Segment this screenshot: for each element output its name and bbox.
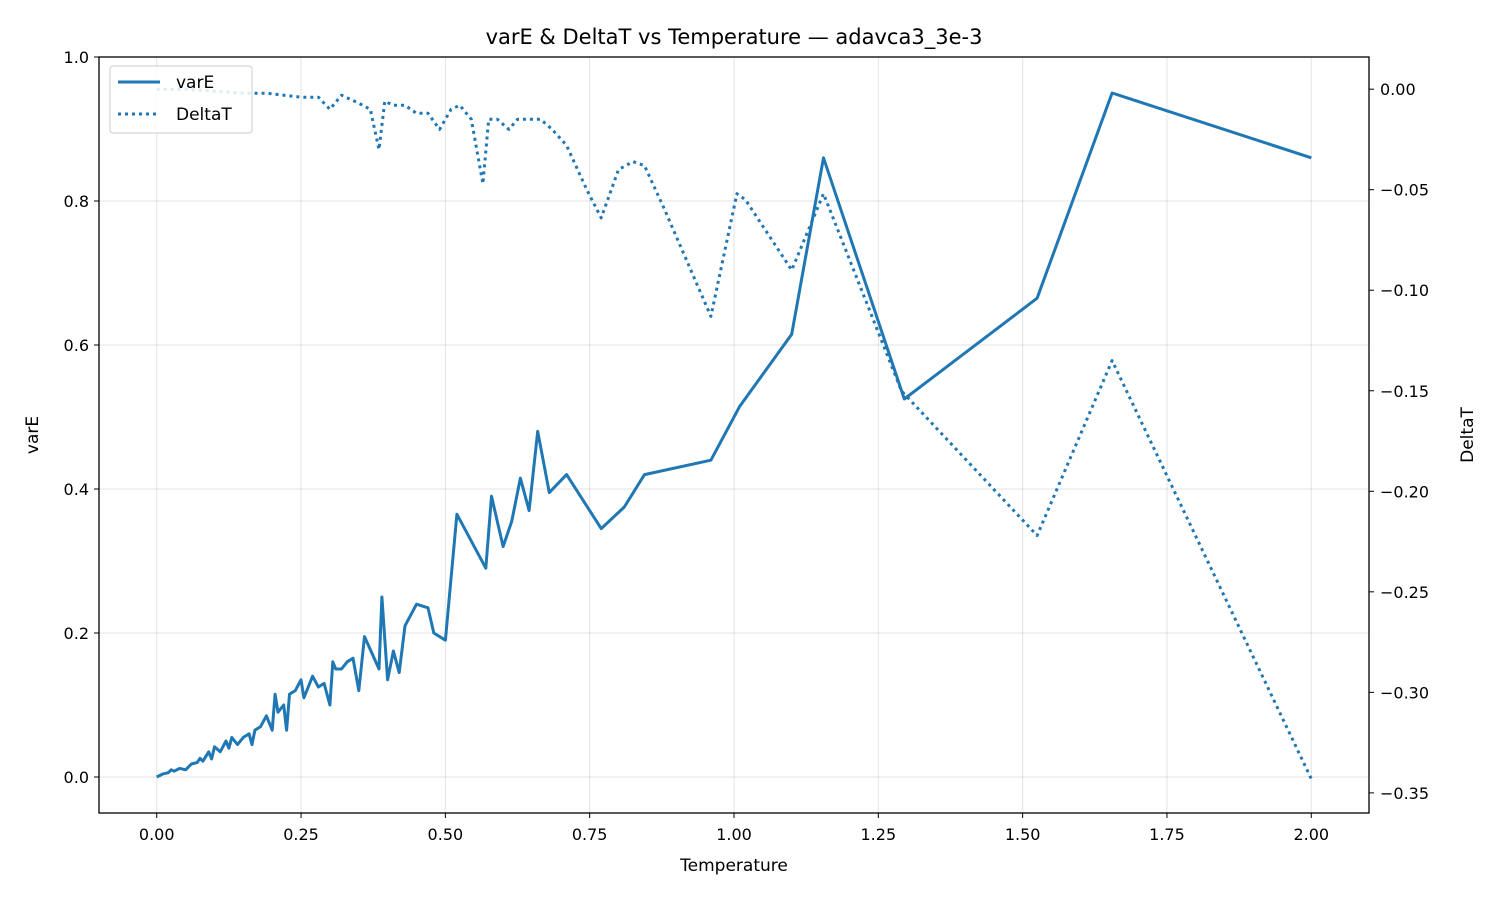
- x-tick-label: 0.50: [428, 825, 464, 844]
- x-axis-label: Temperature: [679, 856, 788, 876]
- x-tick-label: 1.00: [716, 825, 752, 844]
- y-right-tick-label: −0.05: [1380, 181, 1429, 200]
- y-tick-label: 0.4: [64, 480, 89, 499]
- legend-label-deltat: DeltaT: [176, 105, 232, 125]
- x-axis: 0.00 0.25 0.50 0.75 1.00 1.25 1.50 1.75 2.00: [139, 813, 1329, 844]
- legend-label-vare: varE: [176, 73, 214, 93]
- y-right-tick-label: −0.10: [1380, 281, 1429, 300]
- y-right-tick-label: 0.00: [1380, 80, 1416, 99]
- series-line-vare: [156, 91, 1312, 779]
- x-tick-label: 0.25: [283, 825, 319, 844]
- x-tick-label: 0.75: [572, 825, 608, 844]
- x-tick-label: 0.00: [139, 825, 175, 844]
- y-tick-label: 0.2: [64, 624, 89, 643]
- y-axis-right: 0.00 −0.05 −0.10 −0.15 −0.20 −0.25 −0.30 −0.35: [1369, 80, 1429, 803]
- chart-title: varE & DeltaT vs Temperature — adavca3_3…: [486, 25, 983, 50]
- y-right-tick-label: −0.20: [1380, 482, 1429, 501]
- x-tick-label: 1.50: [1005, 825, 1041, 844]
- y-tick-label: 0.8: [64, 192, 89, 211]
- y-tick-label: 1.0: [64, 48, 89, 67]
- y-right-tick-label: −0.30: [1380, 683, 1429, 702]
- series-layer: [156, 87, 1313, 780]
- series-line-deltat: [156, 87, 1313, 780]
- y-tick-label: 0.6: [64, 336, 89, 355]
- x-tick-label: 2.00: [1293, 825, 1329, 844]
- y-right-tick-label: −0.25: [1380, 583, 1429, 602]
- x-tick-label: 1.25: [861, 825, 897, 844]
- legend: varE DeltaT: [109, 65, 253, 134]
- y-axis-left: 0.0 0.2 0.4 0.6 0.8 1.0: [64, 48, 99, 787]
- y-tick-label: 0.0: [64, 768, 89, 787]
- y-right-tick-label: −0.15: [1380, 382, 1429, 401]
- y-axis-right-label: DeltaT: [1458, 407, 1478, 463]
- y-axis-label: varE: [23, 416, 43, 454]
- y-right-tick-label: −0.35: [1380, 784, 1429, 803]
- x-tick-label: 1.75: [1149, 825, 1185, 844]
